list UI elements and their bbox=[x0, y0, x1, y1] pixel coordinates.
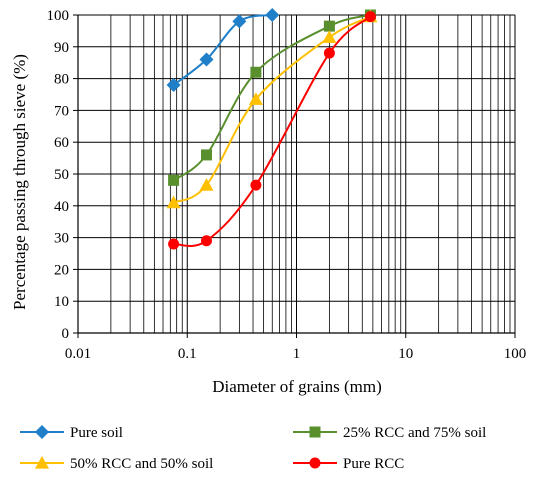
data-point bbox=[199, 52, 214, 67]
x-tick-label: 1 bbox=[293, 346, 301, 362]
y-tick-label: 80 bbox=[54, 72, 69, 88]
legend: Pure soil 25% RCC and 75% soil 50% RCC and… bbox=[20, 425, 486, 472]
y-tick-label: 50 bbox=[54, 167, 69, 183]
y-tick-label: 30 bbox=[54, 231, 69, 247]
data-point bbox=[364, 11, 376, 23]
legend-item: 25% RCC and 75% soil bbox=[293, 425, 486, 441]
legend-label: Pure RCC bbox=[343, 456, 404, 472]
legend-label: 50% RCC and 50% soil bbox=[70, 456, 213, 472]
data-point bbox=[168, 238, 180, 250]
data-point bbox=[323, 47, 335, 59]
legend-marker bbox=[309, 457, 321, 469]
x-tick-label: 0.1 bbox=[178, 346, 197, 362]
data-point bbox=[168, 174, 180, 186]
data-point bbox=[166, 77, 181, 92]
y-tick-label: 70 bbox=[54, 103, 69, 119]
legend-marker bbox=[35, 456, 49, 469]
legend-item: Pure soil bbox=[20, 425, 123, 441]
data-point bbox=[232, 14, 247, 29]
y-tick-label: 100 bbox=[47, 8, 70, 24]
x-tick-label: 100 bbox=[504, 346, 527, 362]
data-point bbox=[265, 8, 280, 22]
y-axis-label: Percentage passing through sieve (%) bbox=[10, 54, 29, 310]
data-point bbox=[250, 179, 262, 191]
legend-item: 50% RCC and 50% soil bbox=[20, 456, 213, 472]
x-tick-label: 0.01 bbox=[65, 346, 91, 362]
data-point bbox=[248, 92, 263, 105]
y-tick-label: 20 bbox=[54, 262, 69, 278]
data-point bbox=[250, 66, 262, 78]
y-tick-label: 0 bbox=[62, 326, 70, 342]
data-point bbox=[166, 195, 181, 209]
data-point bbox=[323, 20, 335, 32]
legend-marker bbox=[309, 426, 321, 438]
data-point bbox=[199, 178, 214, 191]
axes: 0 10 20 30 40 50 60 70 80 90 100 0.01 0.1 1 10 100 bbox=[47, 8, 527, 362]
y-tick-label: 60 bbox=[54, 135, 69, 151]
legend-label: 25% RCC and 75% soil bbox=[343, 425, 486, 441]
data-point bbox=[200, 235, 212, 247]
data-point bbox=[322, 30, 337, 43]
series-pure-rcc bbox=[168, 11, 376, 250]
legend-item: Pure RCC bbox=[293, 456, 404, 472]
data-point bbox=[200, 149, 212, 161]
series-line bbox=[173, 15, 372, 247]
legend-label: Pure soil bbox=[70, 425, 123, 441]
x-tick-label: 10 bbox=[398, 346, 413, 362]
x-axis-label: Diameter of grains (mm) bbox=[212, 377, 381, 396]
y-tick-label: 10 bbox=[54, 294, 69, 310]
y-tick-label: 40 bbox=[54, 199, 69, 215]
y-tick-label: 90 bbox=[54, 40, 69, 56]
legend-marker bbox=[35, 425, 49, 439]
series-line bbox=[172, 14, 273, 86]
series-layer bbox=[166, 8, 378, 250]
series-pure-soil bbox=[166, 8, 280, 92]
